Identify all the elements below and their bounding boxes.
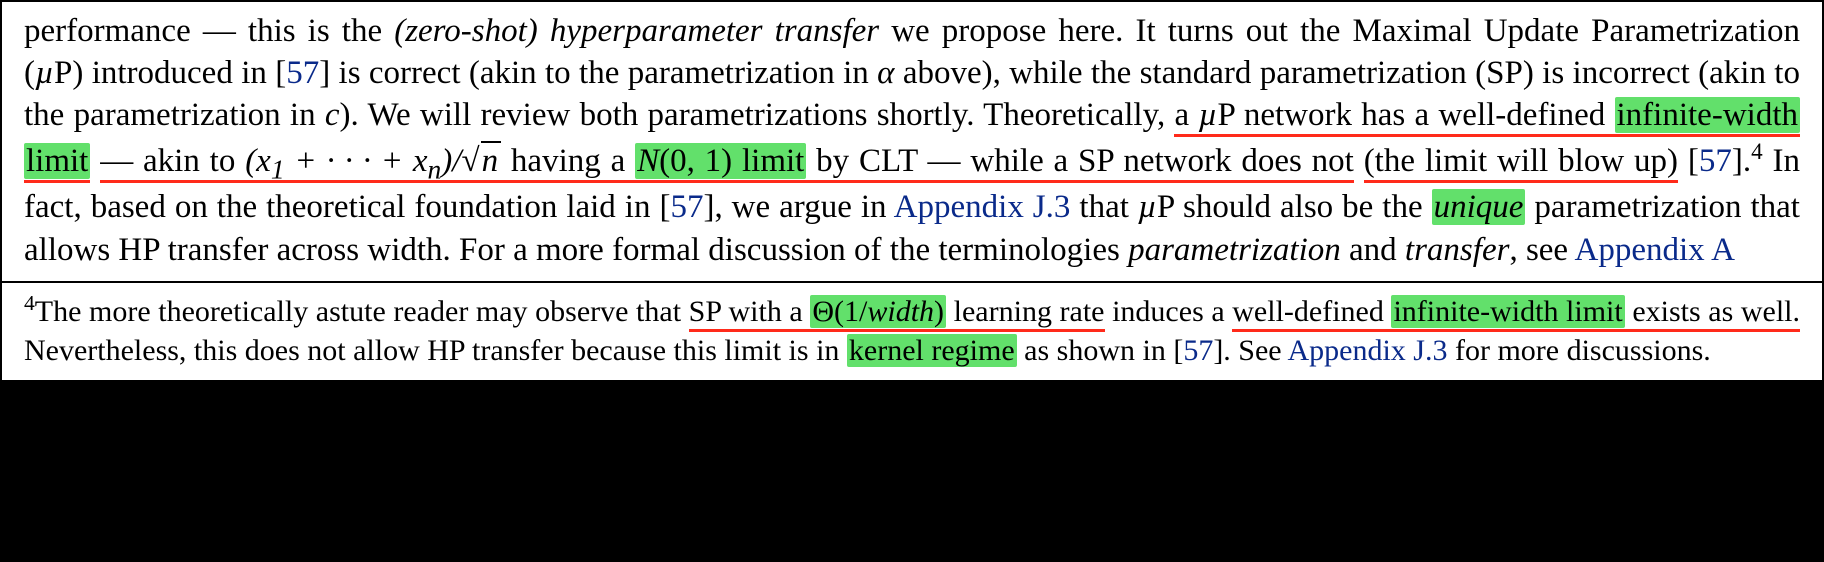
text: ). We will review both parametrizations … xyxy=(340,97,1175,133)
text: P should also be the xyxy=(1157,189,1432,225)
calligraphic-N: N xyxy=(637,143,659,179)
text: ]. xyxy=(1732,143,1751,179)
text: having a xyxy=(501,143,635,179)
underlined-run-f1: SP with a Θ(1/width) learning rate xyxy=(689,295,1105,332)
highlight-infinite-width: infinite-width xyxy=(1615,97,1800,133)
highlight-infinite-width-limit: infinite-width limit xyxy=(1391,295,1624,328)
underlined-run-f2: well-defined infinite-width limit exists… xyxy=(1232,295,1800,332)
mu-symbol: µ xyxy=(1198,97,1217,133)
page: performance — this is the (zero-shot) hy… xyxy=(0,0,1824,382)
citation-57[interactable]: 57 xyxy=(286,55,319,91)
text: (x xyxy=(245,143,271,179)
highlight-limit: limit xyxy=(24,143,90,179)
text: ]. See xyxy=(1213,334,1287,367)
text: well-defined xyxy=(1232,295,1391,328)
text: performance — this is the xyxy=(24,13,394,49)
text: a xyxy=(1174,97,1198,133)
alpha-symbol: α xyxy=(877,55,894,91)
underlined-run-1b: limit xyxy=(24,143,90,183)
footnote-marker-4[interactable]: 4 xyxy=(1751,138,1763,164)
text: , see xyxy=(1509,232,1574,268)
radical-icon: √ xyxy=(461,143,479,179)
text: for more discussions. xyxy=(1447,334,1710,367)
text: )/ xyxy=(441,143,461,179)
text: [ xyxy=(1678,143,1699,179)
text: (0, 1) limit xyxy=(659,143,804,179)
text: as shown in [ xyxy=(1017,334,1184,367)
text: ], we argue in xyxy=(703,189,893,225)
text: P network has a well-defined xyxy=(1217,97,1614,133)
citation-57[interactable]: 57 xyxy=(670,189,703,225)
text: ] is correct (akin to the parametrizatio… xyxy=(319,55,877,91)
text: and xyxy=(1341,232,1405,268)
link-appendix-j3[interactable]: Appendix J.3 xyxy=(1287,334,1447,367)
highlight-normal-limit: N(0, 1) limit xyxy=(635,143,806,179)
text: induces a xyxy=(1105,295,1225,328)
footnote-index: 4 xyxy=(24,291,35,315)
highlight-kernel-regime: kernel regime xyxy=(847,334,1017,367)
mu-symbol: µ xyxy=(35,55,54,91)
citation-57[interactable]: 57 xyxy=(1699,143,1732,179)
text: P) introduced in [ xyxy=(54,55,286,91)
text: exists as well. xyxy=(1625,295,1800,328)
italic-phrase: (zero-shot) hyperparameter transfer xyxy=(394,13,879,49)
highlight-unique: unique xyxy=(1432,189,1526,225)
subscript-1: 1 xyxy=(271,153,285,184)
text: that xyxy=(1070,189,1137,225)
italic-parametrization: parametrization xyxy=(1128,232,1341,268)
mu-symbol: µ xyxy=(1138,189,1157,225)
text: Nevertheless, this does not allow HP tra… xyxy=(24,334,847,367)
link-appendix-a[interactable]: Appendix A xyxy=(1575,232,1735,268)
text: SP with a xyxy=(689,295,811,328)
text: + · · · + x xyxy=(285,143,428,179)
underlined-run-2: — akin to (x1 + · · · + xn)/√n having a … xyxy=(100,143,1354,183)
highlight-theta: Θ(1/width) xyxy=(810,295,946,328)
text: Θ(1/ xyxy=(812,295,867,328)
link-appendix-j3[interactable]: Appendix J.3 xyxy=(894,189,1071,225)
text: The more theoretically astute reader may… xyxy=(35,295,689,328)
italic-transfer: transfer xyxy=(1405,232,1510,268)
text: by CLT — while a SP network does not xyxy=(806,143,1354,179)
math-expr: (x1 + · · · + xn)/√n xyxy=(245,143,501,179)
italic-width: width xyxy=(867,295,934,328)
sqrt-n: n xyxy=(481,141,502,179)
underlined-run-3: (the limit will blow up) xyxy=(1364,143,1678,183)
text: ) xyxy=(934,295,944,328)
footnote-4: 4The more theoretically astute reader ma… xyxy=(0,283,1824,382)
underlined-run-1: a µP network has a well-defined infinite… xyxy=(1174,97,1800,137)
text: learning rate xyxy=(946,295,1104,328)
c-symbol: c xyxy=(325,97,340,133)
main-paragraph: performance — this is the (zero-shot) hy… xyxy=(0,0,1824,283)
text: — akin to xyxy=(100,143,245,179)
subscript-n: n xyxy=(428,153,442,184)
citation-57[interactable]: 57 xyxy=(1183,334,1213,367)
